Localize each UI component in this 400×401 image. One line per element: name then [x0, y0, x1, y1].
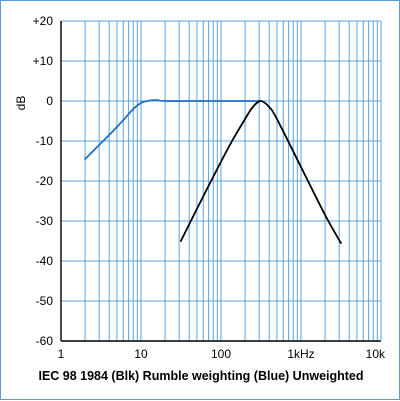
series-line-unweighted: [84, 99, 262, 160]
y-tick-label: +20: [33, 14, 54, 28]
x-tick-label: 10: [134, 347, 148, 361]
y-tick-label: -50: [36, 294, 54, 308]
y-tick-label: -30: [36, 214, 54, 228]
y-tick-label: 0: [46, 94, 53, 108]
series: [84, 99, 342, 244]
chart-title: IEC 98 1984 (Blk) Rumble weighting (Blue…: [38, 369, 364, 383]
x-tick-label: 1kHz: [287, 347, 314, 361]
tick-labels: +20 +10 0 -10 -20 -30 -40 -50 -60 1 10 100 1kHz 10k: [33, 14, 386, 361]
y-axis-label: dB: [14, 96, 28, 111]
x-tick-label: 10k: [366, 347, 386, 361]
x-tick-label: 100: [211, 347, 231, 361]
y-tick-label: +10: [33, 54, 54, 68]
series-line-rumble-weighting: [179, 100, 342, 244]
y-tick-label: -10: [36, 134, 54, 148]
y-tick-label: -60: [36, 334, 54, 348]
grid: [60, 20, 381, 342]
y-tick-label: -40: [36, 254, 54, 268]
x-tick-label: 1: [58, 347, 65, 361]
y-tick-label: -20: [36, 174, 54, 188]
axes: [60, 21, 382, 342]
